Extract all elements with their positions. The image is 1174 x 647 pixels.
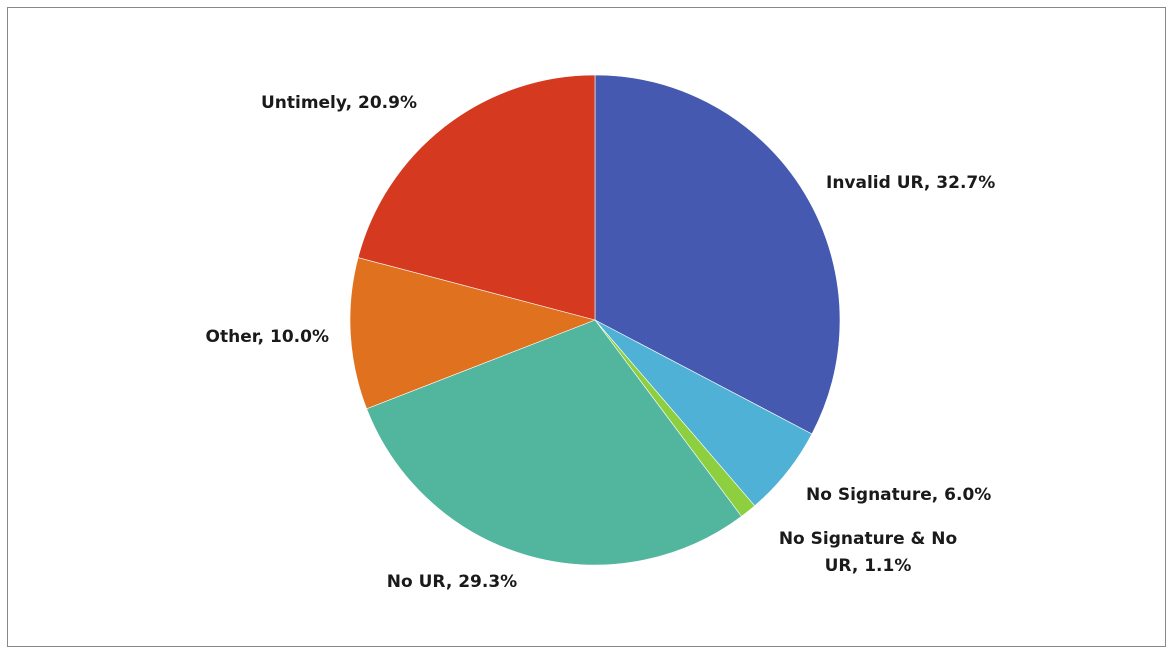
pie-slice-invalid-ur: [594, 74, 841, 435]
label-untimely: Untimely, 20.9%: [261, 93, 417, 113]
label-no-signature: No Signature, 6.0%: [806, 485, 991, 505]
label-no-ur: No UR, 29.3%: [387, 572, 517, 592]
pie-slices: [349, 74, 841, 566]
pie-slice-other: [349, 257, 596, 410]
label-no-signature-no-ur-line1: No Signature & No: [779, 529, 957, 549]
pie-chart: Invalid UR, 32.7% No Signature, 6.0% No …: [206, 74, 995, 592]
pie-slice-untimely: [357, 74, 596, 321]
label-invalid-ur: Invalid UR, 32.7%: [826, 173, 995, 193]
label-no-signature-no-ur-line2: UR, 1.1%: [825, 556, 912, 576]
pie-slice-no-ur: [366, 319, 742, 566]
label-other: Other, 10.0%: [206, 327, 329, 347]
